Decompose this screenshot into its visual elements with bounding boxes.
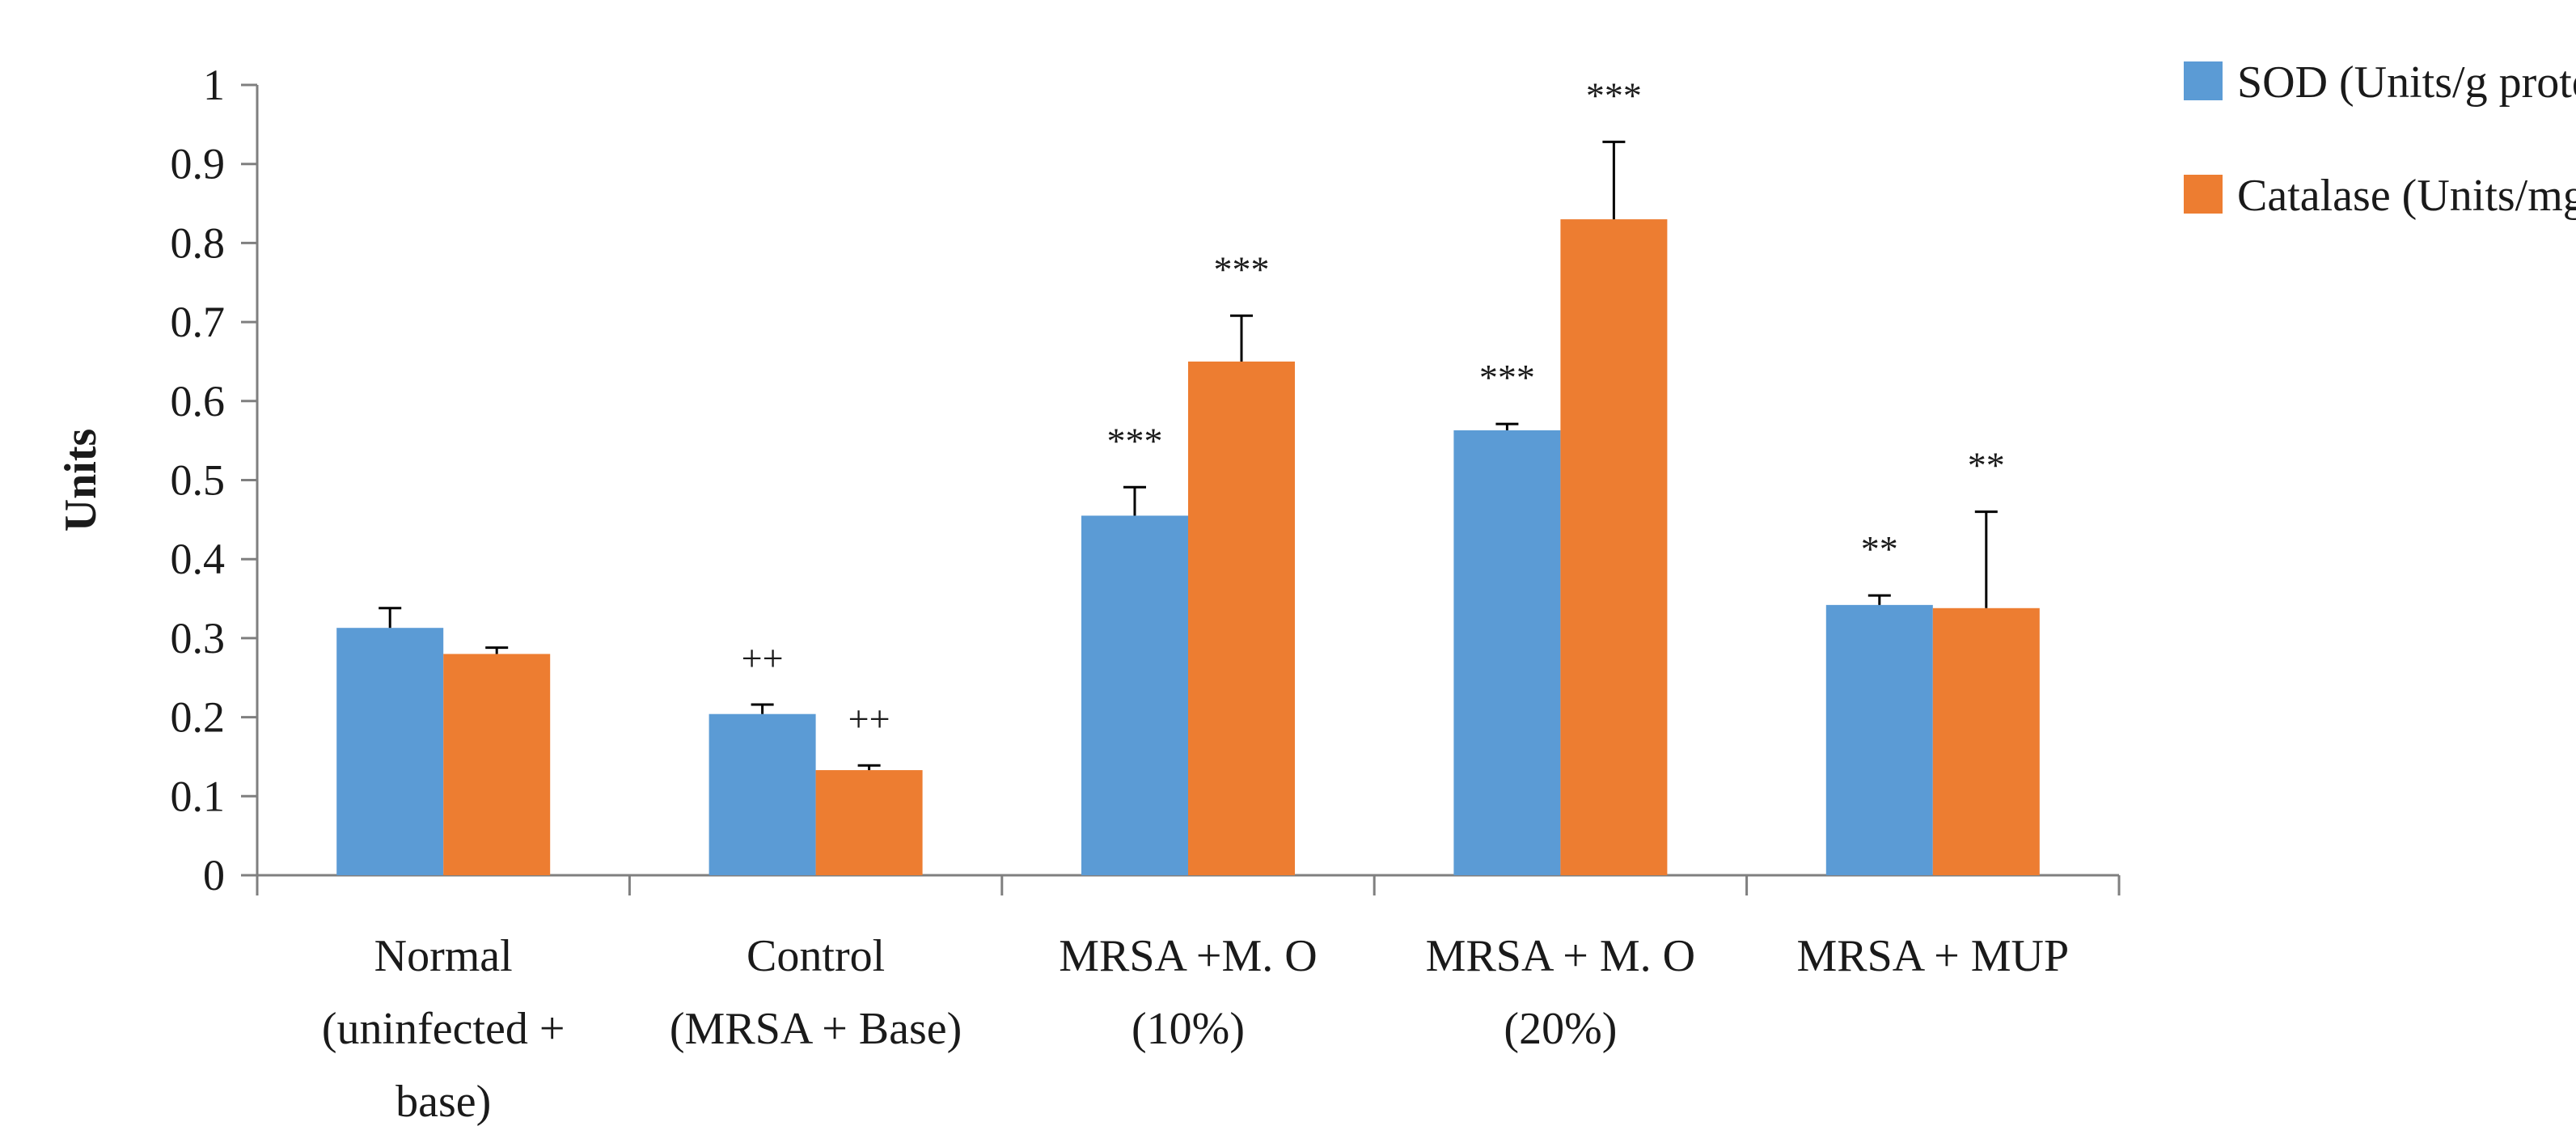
y-tick-label: 1 (203, 61, 225, 109)
y-tick-label: 0.9 (171, 140, 226, 188)
bar-sod (1453, 430, 1561, 875)
x-tick-label: MRSA + MUP (1796, 931, 2069, 981)
y-axis-title: Units (56, 429, 106, 532)
x-tick-label: MRSA + M. O (1426, 931, 1695, 981)
bar-catalase (443, 654, 551, 875)
y-tick-label: 0.5 (171, 456, 226, 505)
significance-label: *** (1214, 248, 1270, 290)
x-tick-label: (MRSA + Base) (670, 1004, 962, 1054)
bar-sod (1081, 515, 1188, 875)
y-tick-label: 0 (203, 851, 225, 900)
significance-label: ++ (848, 698, 890, 739)
bar-catalase (1560, 219, 1668, 876)
bar-sod (709, 713, 816, 875)
bar-catalase (815, 770, 923, 875)
legend-swatch-sod (2184, 61, 2223, 100)
x-tick-label: (20%) (1504, 1004, 1617, 1054)
y-tick-label: 0.2 (171, 693, 226, 742)
bar-catalase (1932, 607, 2040, 875)
bar-catalase (1188, 361, 1295, 875)
y-tick-label: 0.6 (171, 377, 226, 425)
y-tick-label: 0.1 (171, 772, 226, 820)
legend-label-sod: SOD (Units/g protein) (2237, 57, 2576, 108)
y-tick-label: 0.3 (171, 614, 226, 663)
y-tick-label: 0.7 (171, 298, 226, 346)
bar-sod (336, 628, 444, 875)
significance-label: ** (1968, 445, 2005, 486)
significance-label: ++ (742, 637, 784, 679)
bar-sod (1825, 604, 1933, 875)
significance-label: ** (1861, 528, 1898, 569)
legend-swatch-catalase (2184, 175, 2223, 214)
x-tick-label: (uninfected + (322, 1004, 565, 1054)
legend-label-catalase: Catalase (Units/mg protein) (2237, 171, 2576, 221)
y-tick-label: 0.8 (171, 218, 226, 267)
x-tick-label: base) (395, 1077, 491, 1127)
significance-label: *** (1107, 420, 1163, 461)
x-tick-label: Normal (374, 931, 513, 981)
x-tick-label: (10%) (1131, 1004, 1245, 1054)
y-tick-label: 0.4 (171, 535, 226, 583)
significance-label: *** (1586, 74, 1642, 116)
significance-label: *** (1479, 357, 1535, 398)
x-tick-label: Control (747, 931, 885, 981)
x-tick-label: MRSA +M. O (1059, 931, 1317, 981)
